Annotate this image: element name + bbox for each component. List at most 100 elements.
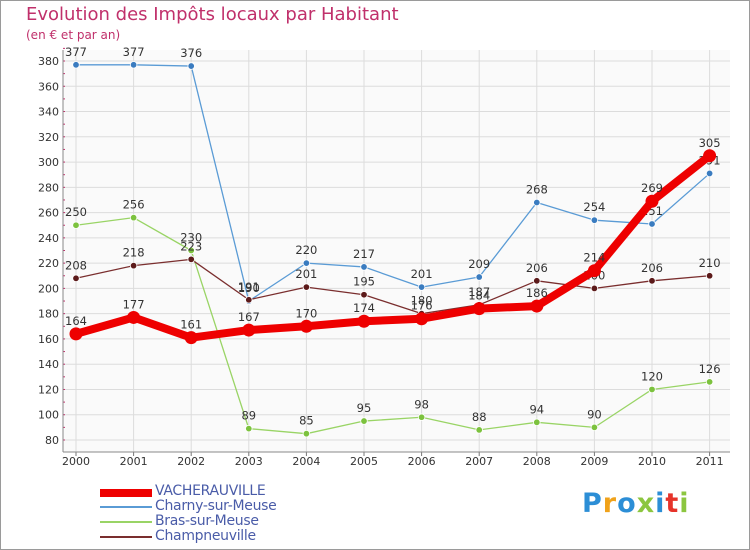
data-point-vacherauville [472,302,486,316]
data-label-charny-sur-meuse: 377 [65,45,87,59]
legend-swatch [100,536,152,538]
data-label-champneuville: 191 [238,280,260,294]
data-label-charny-sur-meuse: 201 [411,267,433,281]
data-point-vacherauville [69,327,83,341]
data-point-charny-sur-meuse [533,198,541,207]
data-label-bras-sur-meuse: 90 [587,407,602,421]
x-tick-label: 2002 [177,455,205,468]
data-point-vacherauville [127,310,141,324]
x-tick-label: 2004 [292,455,320,468]
data-label-bras-sur-meuse: 89 [241,409,256,423]
data-label-vacherauville: 305 [699,136,721,150]
data-point-charny-sur-meuse [72,61,80,69]
x-tick-label: 2011 [696,455,724,468]
data-label-charny-sur-meuse: 220 [295,243,317,257]
chart-subtitle: (en € et par an) [26,28,121,42]
data-point-bras-sur-meuse [705,378,714,386]
data-point-bras-sur-meuse [129,213,138,222]
logo-letter: x [636,488,656,519]
y-tick-label: 140 [38,358,59,371]
series-line-champneuville [75,258,711,315]
legend-swatch [100,489,152,497]
y-tick-label: 180 [38,308,59,321]
x-tick-label: 2007 [465,455,493,468]
legend-label: Bras-sur-Meuse [155,513,259,529]
data-label-bras-sur-meuse: 94 [529,402,544,416]
y-tick-label: 200 [38,282,59,295]
x-tick-label: 2010 [638,455,666,468]
data-label-vacherauville: 269 [641,181,663,195]
data-point-bras-sur-meuse [475,426,483,434]
data-label-vacherauville: 214 [583,251,605,265]
plot-area [63,50,730,452]
data-point-champneuville [72,274,80,282]
data-label-vacherauville: 174 [353,301,375,315]
data-point-charny-sur-meuse [705,169,714,178]
proxiti-logo: Proxiti [582,488,690,519]
y-tick-label: 260 [38,207,59,220]
data-label-bras-sur-meuse: 88 [472,410,487,424]
data-point-charny-sur-meuse [475,273,483,281]
data-point-champneuville [533,277,541,285]
data-point-champneuville [705,272,714,280]
data-point-champneuville [590,284,599,293]
x-tick-label: 2005 [350,455,378,468]
logo-letter: i [679,488,690,519]
data-point-bras-sur-meuse [590,423,599,432]
data-point-vacherauville [299,319,313,333]
logo-letter: t [665,488,680,519]
data-label-champneuville: 218 [123,246,145,260]
data-label-bras-sur-meuse: 230 [180,231,202,245]
y-tick-label: 300 [38,156,59,169]
data-label-champneuville: 187 [468,285,490,299]
y-tick-label: 100 [38,409,59,422]
legend-label: Champneuville [155,528,256,544]
data-label-bras-sur-meuse: 126 [699,362,721,376]
data-point-charny-sur-meuse [302,259,311,267]
x-tick-label: 2006 [408,455,436,468]
logo-letter: i [655,488,666,519]
data-point-champneuville [187,255,195,264]
data-point-champneuville [360,291,368,299]
x-tick-label: 2003 [235,455,263,468]
data-label-bras-sur-meuse: 98 [414,397,429,411]
data-point-bras-sur-meuse [648,385,656,394]
logo-letter: o [617,488,637,519]
data-point-charny-sur-meuse [590,216,599,224]
data-label-charny-sur-meuse: 376 [180,46,202,60]
y-tick-label: 360 [38,80,59,93]
y-tick-label: 280 [38,181,59,194]
data-label-vacherauville: 186 [526,286,548,300]
x-tick-label: 2008 [523,455,551,468]
data-label-charny-sur-meuse: 268 [526,182,548,196]
data-label-champneuville: 206 [641,261,663,275]
data-point-bras-sur-meuse [187,246,195,255]
y-tick-label: 340 [38,106,59,119]
data-point-bras-sur-meuse [302,429,311,438]
data-label-charny-sur-meuse: 254 [583,200,605,214]
legend-label: Charny-sur-Meuse [155,498,277,514]
data-point-champneuville [648,277,656,285]
data-point-vacherauville [357,314,371,328]
data-point-charny-sur-meuse [648,220,656,228]
data-label-champneuville: 223 [180,239,202,253]
data-point-bras-sur-meuse [72,221,80,229]
chart-title: Evolution des Impôts locaux par Habitant [26,4,399,25]
x-tick-label: 2001 [120,455,148,468]
data-point-champneuville [302,283,311,291]
data-point-champneuville [245,296,253,304]
legend-swatch [100,521,152,523]
data-label-bras-sur-meuse: 95 [357,401,372,415]
data-point-vacherauville [184,331,198,345]
data-label-vacherauville: 177 [123,297,145,311]
data-label-champneuville: 206 [526,261,548,275]
x-tick-label: 2000 [62,455,90,468]
y-tick-label: 380 [38,55,59,68]
data-label-bras-sur-meuse: 250 [65,205,87,219]
data-label-vacherauville: 164 [65,314,87,328]
data-point-charny-sur-meuse [417,283,426,291]
series-line-bras-sur-meuse [75,217,711,435]
legend-label: VACHERAUVILLE [155,483,266,499]
data-label-vacherauville: 161 [180,318,202,332]
data-point-bras-sur-meuse [245,424,253,433]
